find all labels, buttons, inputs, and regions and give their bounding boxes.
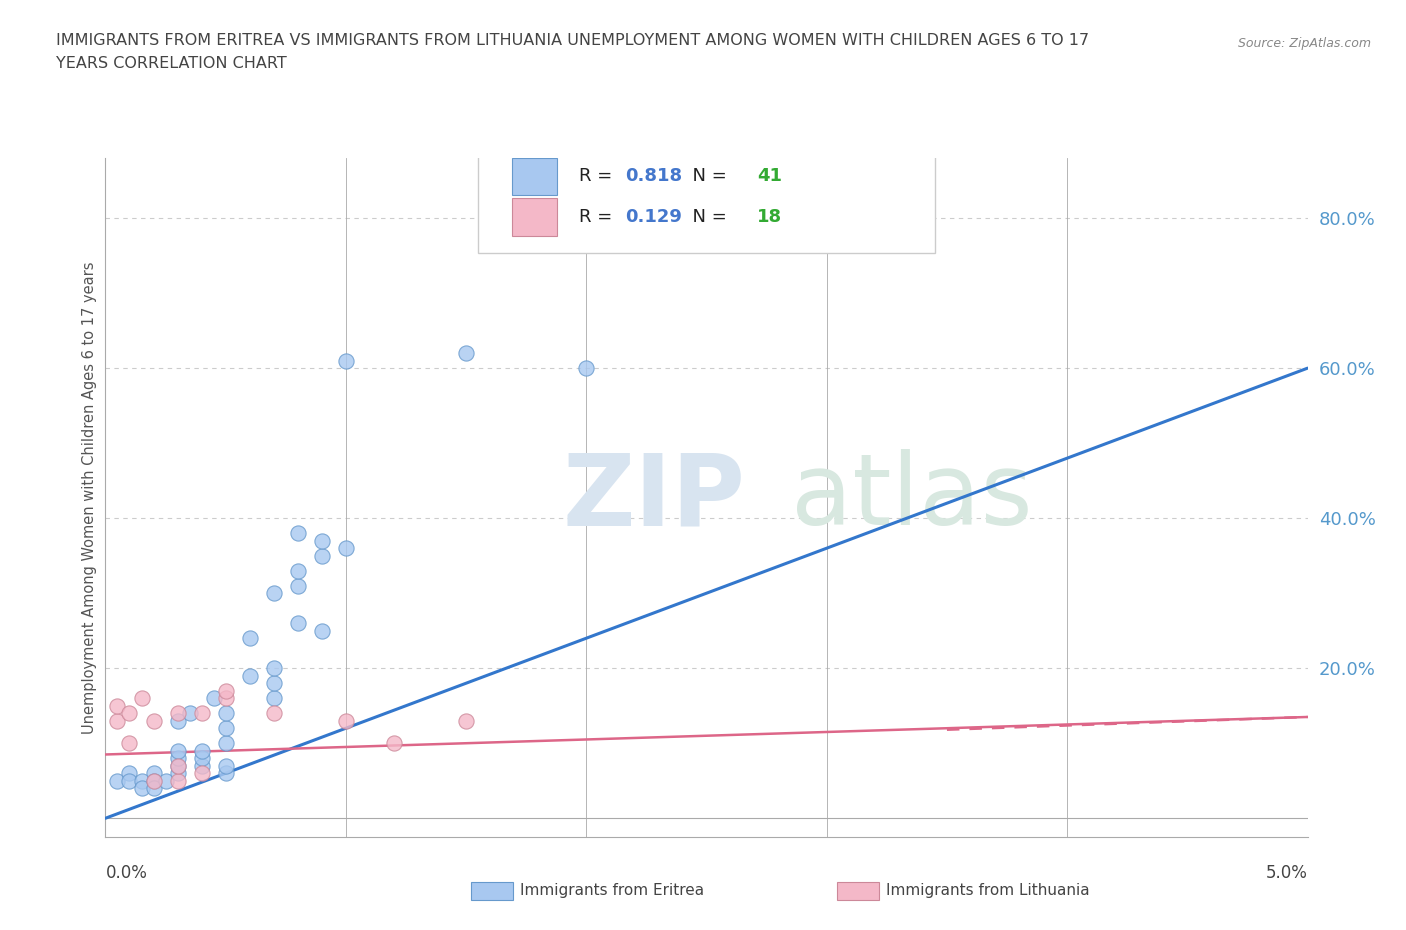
Y-axis label: Unemployment Among Women with Children Ages 6 to 17 years: Unemployment Among Women with Children A… (82, 261, 97, 734)
Point (142, 765, 165, 780)
Point (287, 616, 309, 631)
Point (263, 706, 285, 721)
Text: Immigrants from Eritrea: Immigrants from Eritrea (520, 884, 704, 898)
Point (107, 698, 129, 713)
Point (142, 774, 165, 789)
Text: Immigrants from Lithuania: Immigrants from Lithuania (886, 884, 1090, 898)
Point (214, 691, 236, 706)
Point (131, 691, 153, 706)
Text: 5.0%: 5.0% (1265, 864, 1308, 883)
Text: N =: N = (682, 167, 733, 185)
Point (190, 765, 212, 780)
Point (166, 774, 188, 789)
Point (107, 774, 129, 789)
Point (118, 765, 141, 780)
Point (214, 758, 236, 773)
Point (214, 736, 236, 751)
Point (131, 781, 153, 796)
Point (311, 623, 333, 638)
Text: YEARS CORRELATION CHART: YEARS CORRELATION CHART (56, 56, 287, 71)
Point (239, 631, 262, 645)
Text: atlas: atlas (790, 449, 1032, 546)
Point (118, 736, 141, 751)
Point (190, 758, 212, 773)
Text: N =: N = (682, 208, 733, 226)
Point (454, 346, 477, 361)
Text: IMMIGRANTS FROM ERITREA VS IMMIGRANTS FROM LITHUANIA UNEMPLOYMENT AMONG WOMEN WI: IMMIGRANTS FROM ERITREA VS IMMIGRANTS FR… (56, 33, 1090, 47)
Point (311, 549, 333, 564)
Text: 18: 18 (756, 208, 782, 226)
FancyBboxPatch shape (512, 158, 557, 195)
Text: 41: 41 (756, 167, 782, 185)
Point (239, 669, 262, 684)
Text: 0.818: 0.818 (624, 167, 682, 185)
Point (382, 736, 405, 751)
Point (166, 706, 188, 721)
Point (107, 713, 129, 728)
Point (311, 533, 333, 548)
Text: Source: ZipAtlas.com: Source: ZipAtlas.com (1237, 37, 1371, 50)
Text: ZIP: ZIP (562, 449, 745, 546)
Point (335, 353, 357, 368)
Text: 0.129: 0.129 (624, 208, 682, 226)
Point (263, 661, 285, 676)
Point (190, 706, 212, 721)
FancyBboxPatch shape (478, 152, 935, 253)
FancyBboxPatch shape (512, 198, 557, 236)
Point (179, 706, 201, 721)
Point (142, 774, 165, 789)
Point (166, 751, 188, 765)
Point (287, 578, 309, 593)
Point (155, 774, 177, 789)
Point (263, 586, 285, 601)
Point (287, 564, 309, 578)
Point (575, 361, 598, 376)
Text: R =: R = (579, 167, 619, 185)
Point (202, 691, 225, 706)
Point (131, 774, 153, 789)
Point (190, 743, 212, 758)
Point (190, 751, 212, 765)
Point (263, 676, 285, 691)
Point (142, 713, 165, 728)
Point (214, 706, 236, 721)
Point (335, 713, 357, 728)
Point (166, 713, 188, 728)
Point (214, 721, 236, 736)
Point (287, 525, 309, 540)
Point (335, 540, 357, 555)
Text: R =: R = (579, 208, 619, 226)
Point (118, 774, 141, 789)
Point (166, 765, 188, 780)
Text: 0.0%: 0.0% (105, 864, 148, 883)
Point (166, 743, 188, 758)
Point (118, 706, 141, 721)
Point (142, 781, 165, 796)
Point (166, 758, 188, 773)
Point (214, 765, 236, 780)
Point (214, 684, 236, 698)
Point (166, 758, 188, 773)
Point (454, 713, 477, 728)
Point (263, 691, 285, 706)
